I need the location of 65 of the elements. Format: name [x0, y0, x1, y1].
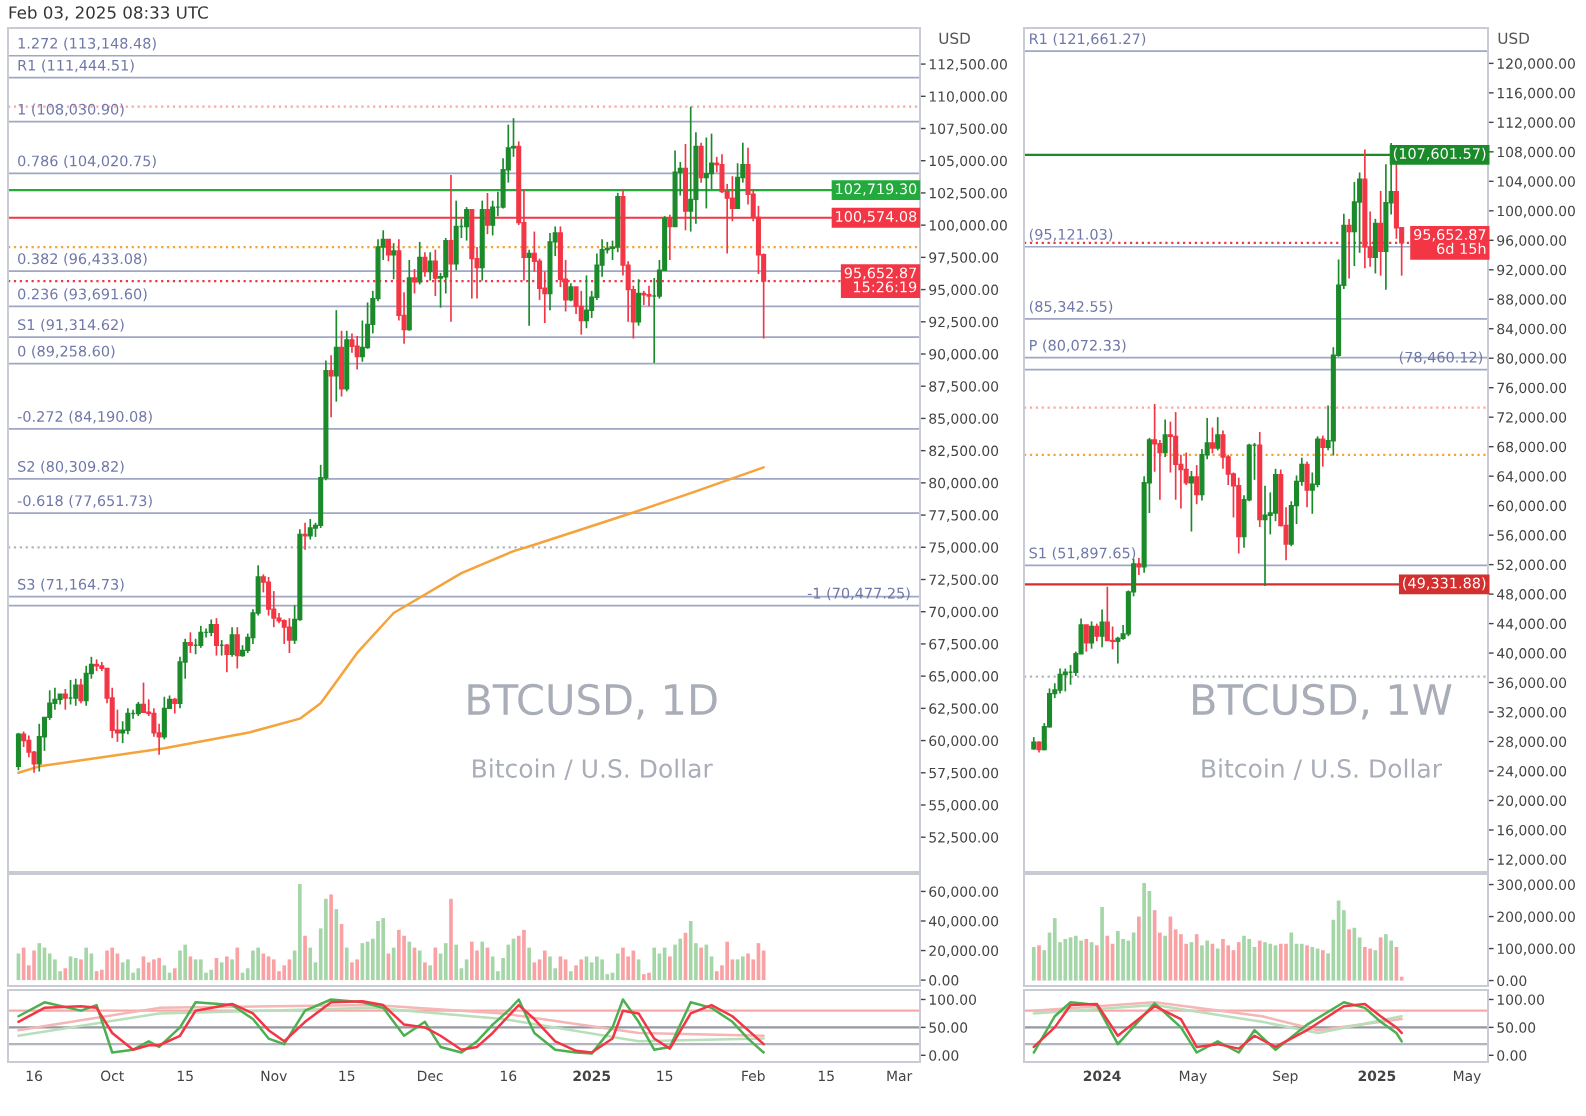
candlestick: [490, 199, 496, 237]
candlestick: [339, 329, 345, 398]
candlestick: [422, 251, 428, 278]
candlestick: [1372, 218, 1378, 275]
candlestick: [328, 354, 334, 418]
candlestick: [526, 248, 532, 327]
candlestick: [1110, 625, 1116, 651]
candlestick: [1062, 667, 1068, 693]
candlestick: [688, 105, 694, 233]
candlestick: [281, 618, 287, 645]
candlestick: [1162, 418, 1168, 458]
candlestick: [187, 631, 193, 654]
candlestick: [464, 206, 470, 242]
candlestick: [1215, 416, 1221, 452]
candlestick: [391, 242, 397, 281]
candlestick: [83, 664, 89, 707]
candlestick: [125, 707, 131, 735]
candlestick: [229, 626, 235, 658]
candlestick: [78, 677, 84, 705]
candlestick: [286, 617, 292, 654]
candlestick: [15, 732, 21, 772]
candlestick: [636, 278, 642, 327]
candlestick: [1099, 608, 1105, 649]
candlestick: [1173, 411, 1179, 501]
candlestick: [1188, 470, 1194, 533]
candlestick: [1346, 218, 1352, 280]
text: Bitcoin / U.S. Dollar: [473, 758, 713, 780]
candlestick: [646, 284, 652, 308]
candlestick: [411, 268, 418, 295]
candlestick: [1378, 190, 1384, 277]
candlestick: [1320, 434, 1326, 468]
text: BTCUSD, 1W: [1193, 683, 1452, 720]
candlestick: [333, 309, 339, 403]
candlestick: [427, 251, 433, 282]
candlestick: [213, 617, 219, 657]
candlestick: [161, 695, 167, 741]
candlestick: [224, 643, 230, 674]
candlestick: [1083, 624, 1089, 653]
text: Bitcoin / U.S. Dollar: [1202, 758, 1443, 780]
candlestick: [1262, 484, 1268, 587]
candlestick: [703, 136, 709, 210]
candlestick: [583, 274, 589, 330]
text: Feb 03, 2025 08:33 UTC: [9, 5, 208, 21]
candlestick: [140, 681, 147, 714]
candlestick: [354, 335, 360, 371]
candlestick: [234, 626, 240, 670]
candlestick: [73, 677, 79, 707]
candlestick: [484, 192, 490, 236]
candlestick: [62, 688, 68, 711]
candlestick: [36, 722, 42, 773]
candlestick: [1057, 667, 1063, 695]
text: BTCUSD, 1D: [468, 683, 717, 720]
candlestick: [198, 625, 204, 649]
candlestick: [385, 238, 391, 263]
candlestick: [26, 734, 32, 759]
candlestick: [453, 199, 459, 272]
candlestick: [578, 290, 584, 336]
candlestick: [417, 241, 423, 286]
candlestick: [698, 141, 704, 184]
candlestick: [1104, 585, 1110, 642]
candlestick: [1194, 464, 1200, 506]
candlestick: [307, 518, 313, 541]
candlestick: [1209, 426, 1215, 455]
candlestick: [1089, 620, 1095, 650]
candlestick: [1304, 460, 1310, 508]
